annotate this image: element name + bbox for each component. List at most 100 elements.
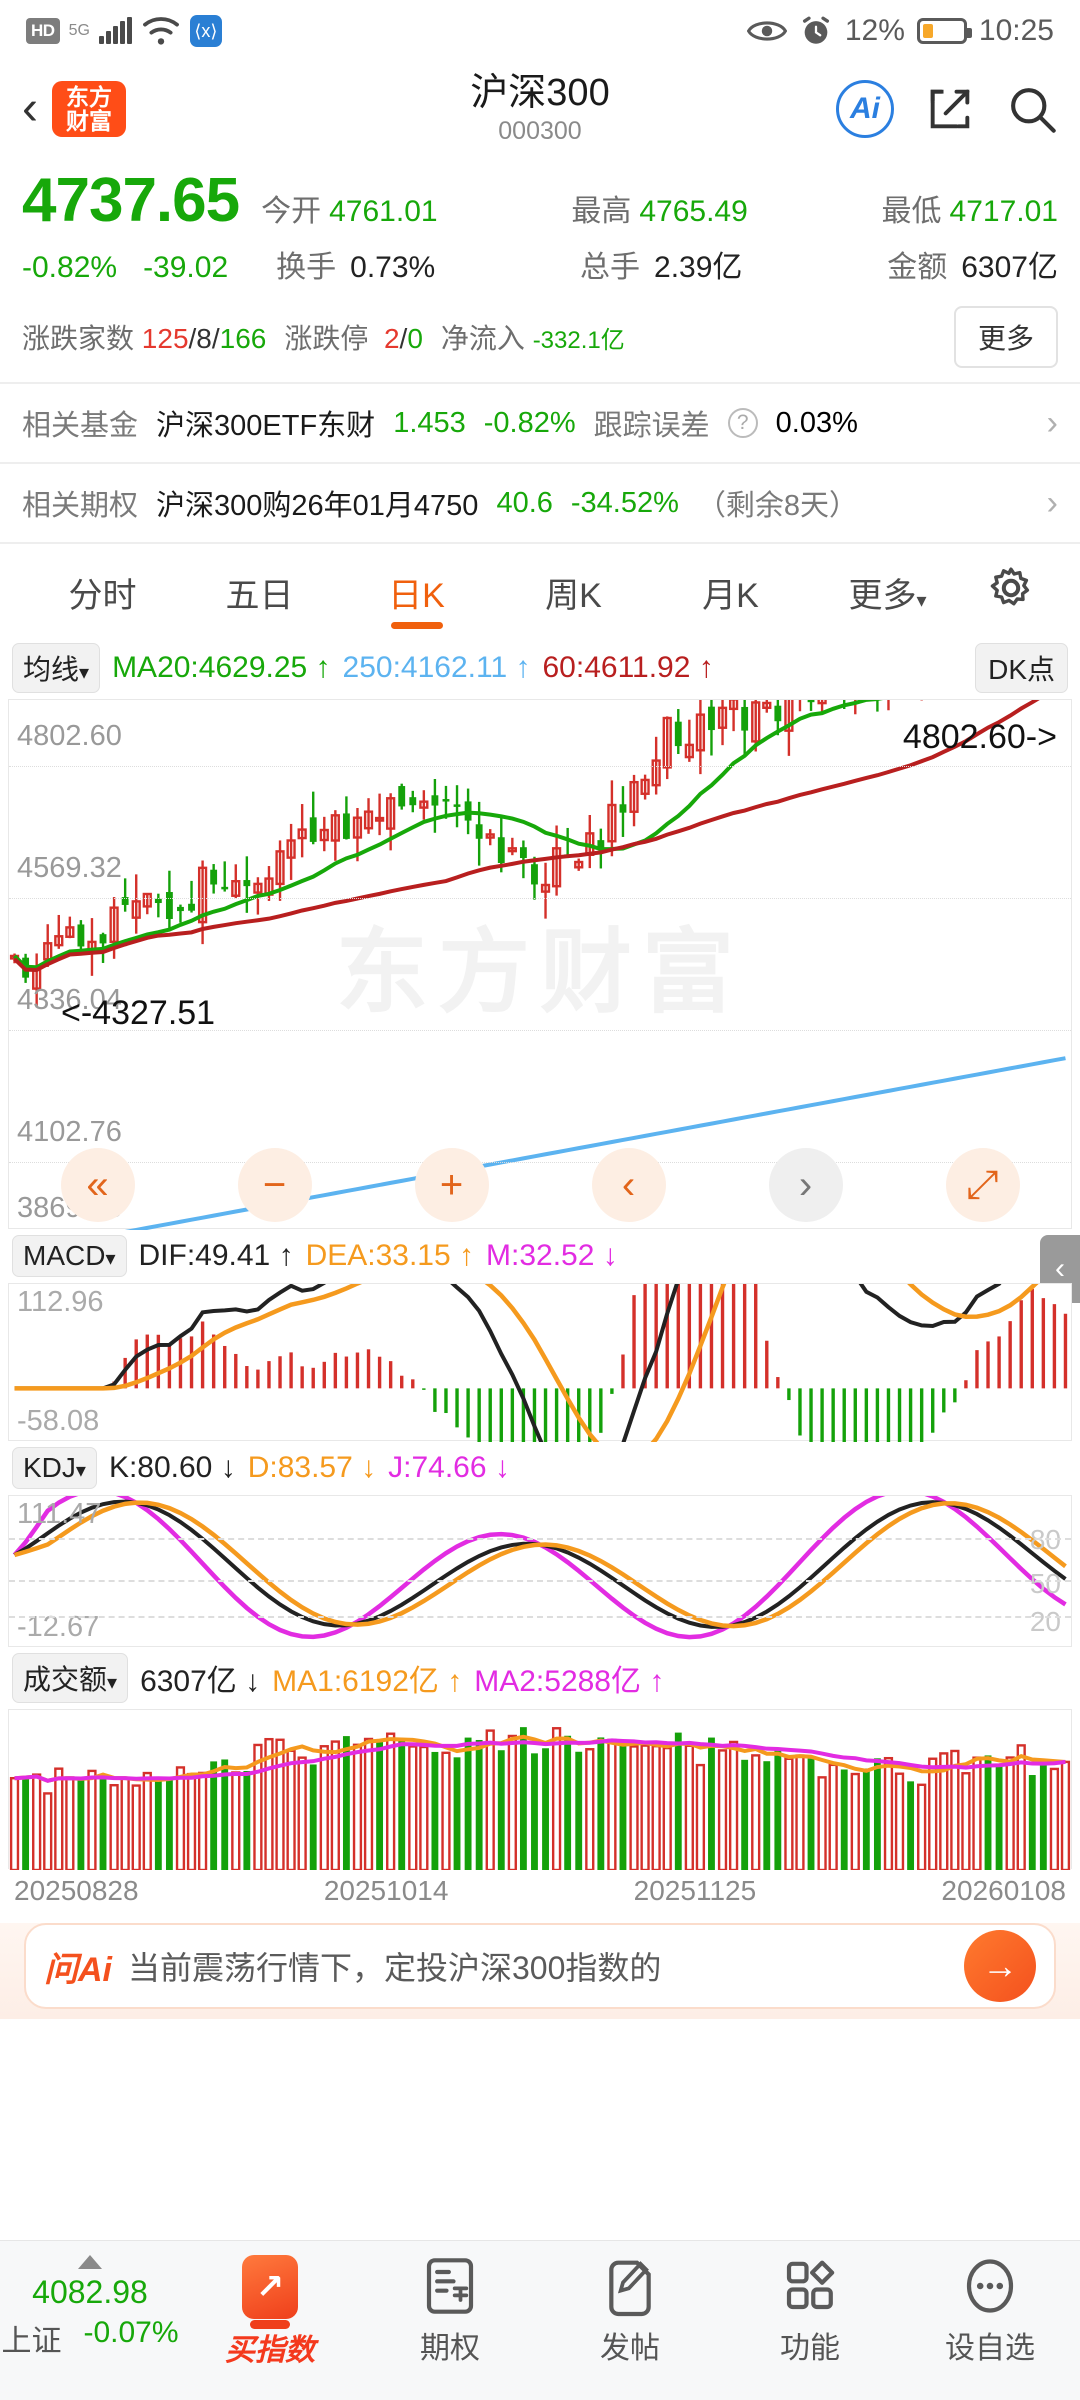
ma60-value: 60:4611.92 ↑ [542, 651, 714, 684]
related-option-row[interactable]: 相关期权 沪深300购26年01月4750 40.6 -34.52% （剩余8天… [0, 464, 1080, 542]
ma-selector[interactable]: 均线▾ [12, 643, 101, 693]
chevron-right-icon: › [1046, 403, 1058, 442]
ai-banner-logo: 问Ai [44, 1950, 112, 1989]
kdj-d-value: D:83.57 ↓ [247, 1451, 377, 1484]
breadth-flat: 8 [196, 323, 212, 354]
volume-plot [9, 1727, 1071, 1870]
divider [0, 382, 1080, 384]
gridline [9, 1162, 1071, 1163]
macd-chart[interactable]: 112.96 -58.08 [8, 1283, 1072, 1442]
dk-point-button[interactable]: DK点 [975, 643, 1068, 693]
more-dots-icon [966, 2259, 1014, 2313]
help-icon[interactable]: ? [727, 408, 758, 438]
main-price-chart[interactable]: 东方财富 4802.60 4569.32 4336.04 4102.76 386… [8, 699, 1072, 1230]
index-value: 4082.98 [32, 2274, 148, 2310]
tab-fenshi[interactable]: 分时 [68, 577, 137, 615]
kdj-refline [9, 1580, 1071, 1582]
receipt-icon [426, 2258, 474, 2314]
tab-monthly-k[interactable]: 月K [702, 577, 759, 615]
share-icon[interactable] [924, 83, 976, 135]
bottom-nav-options[interactable]: 期权 [360, 2255, 540, 2367]
y-axis-label-2: 4336.04 [17, 984, 122, 1016]
bottom-nav-watchlist-label: 设自选 [945, 2332, 1035, 2365]
index-name: 上证 [1, 2325, 62, 2359]
fullscreen-icon[interactable]: ⤢ [945, 1148, 1020, 1222]
tab-weekly-k[interactable]: 周K [545, 577, 602, 615]
arrow-right-icon[interactable]: → [964, 1930, 1036, 2002]
bottom-nav-watchlist[interactable]: 设自选 [900, 2255, 1080, 2367]
limit-label: 涨跌停 [284, 323, 369, 354]
macd-y-bottom: -58.08 [17, 1405, 100, 1437]
netflow-stat: 净流入 -332.1亿 [441, 317, 625, 357]
quote-row-primary: 4737.65 今开 4761.01 最高 4765.49 最低 4717.01 [22, 170, 1058, 232]
tab-more[interactable]: 更多▾ [809, 568, 966, 633]
quote-row-secondary: -0.82% -39.02 换手 0.73% 总手 2.39亿 金额 6307亿 [22, 242, 1058, 286]
related-fund-name: 沪深300ETF东财 [156, 410, 376, 442]
quote-field-high-label: 最高 [571, 195, 632, 228]
bottom-nav-options-label: 期权 [420, 2332, 480, 2365]
alarm-icon [802, 16, 829, 44]
date-tick-1: 20251014 [323, 1875, 449, 1906]
buy-index-icon: ↗ [242, 2255, 298, 2329]
macd-dea-value: DEA:33.15 ↑ [305, 1239, 475, 1272]
search-icon[interactable] [1006, 83, 1058, 135]
bottom-nav-buy-index-label: 买指数 [225, 2334, 315, 2367]
zoom-out-icon[interactable]: − [237, 1148, 312, 1222]
back-button[interactable]: ‹ [22, 82, 38, 135]
bottom-navigation: 4082.98 上证 -0.07% ↗ 买指数 期权 发帖 功能 [0, 2240, 1080, 2400]
ma20-value: MA20:4629.25 ↑ [112, 651, 331, 684]
ma-selector-label: 均线 [23, 654, 80, 685]
more-button[interactable]: 更多 [953, 306, 1058, 368]
ai-banner[interactable]: 问Ai 当前震荡行情下，定投沪深300指数的 → [24, 1923, 1056, 2009]
index-meta: 上证 -0.07% [1, 2316, 178, 2360]
bottom-nav-buy-index[interactable]: ↗ 买指数 [180, 2255, 360, 2369]
prev-icon[interactable]: ‹ [591, 1148, 666, 1222]
breadth-down: 166 [219, 323, 267, 354]
macd-dif-value: DIF:49.41 ↑ [138, 1239, 294, 1272]
bottom-nav-functions[interactable]: 功能 [720, 2255, 900, 2367]
quote-field-turnover: 换手 0.73% [276, 242, 435, 286]
chevron-down-icon: ▾ [75, 1460, 86, 1482]
battery-percent-label: 12% [844, 14, 905, 47]
chevron-down-icon: ▾ [916, 590, 927, 612]
tab-wuri[interactable]: 五日 [225, 577, 294, 615]
kdj-ref-50: 50 [1029, 1568, 1061, 1599]
related-fund-pct: -0.82% [483, 406, 576, 439]
kdj-selector[interactable]: KDJ▾ [12, 1447, 97, 1489]
triangle-up-icon [78, 2255, 102, 2269]
volume-chart[interactable] [8, 1709, 1072, 1870]
change-group: -0.82% -39.02 [22, 251, 254, 285]
volume-selector[interactable]: 成交额▾ [12, 1653, 129, 1703]
fast-back-icon[interactable]: « [60, 1148, 135, 1222]
tab-more-label: 更多 [848, 577, 917, 615]
date-tick-0: 20250828 [14, 1875, 139, 1906]
quote-field-low: 最低 4717.01 [882, 186, 1058, 230]
macd-selector-label: MACD [23, 1240, 106, 1271]
tab-daily-k[interactable]: 日K [338, 568, 495, 633]
zoom-in-icon[interactable]: + [414, 1148, 489, 1222]
signal-icon [98, 17, 132, 44]
related-fund-row[interactable]: 相关基金 沪深300ETF东财 1.453 -0.82% 跟踪误差 ? 0.03… [0, 384, 1080, 462]
quote-panel: 4737.65 今开 4761.01 最高 4765.49 最低 4717.01 -0… [0, 156, 1080, 290]
brand-logo-line2: 财富 [65, 108, 112, 134]
macd-indicator-bar: MACD▾ DIF:49.41 ↑ DEA:33.15 ↑ M:32.52 ↓ … [0, 1229, 1080, 1303]
kdj-selector-label: KDJ [23, 1452, 76, 1483]
limit-down: 0 [407, 323, 423, 354]
ai-icon[interactable]: Ai [836, 80, 894, 138]
quote-field-high: 最高 4765.49 [571, 186, 747, 230]
bottom-nav-index[interactable]: 4082.98 上证 -0.07% [0, 2255, 180, 2360]
next-icon[interactable]: › [768, 1148, 843, 1222]
eye-icon [746, 21, 787, 41]
macd-selector[interactable]: MACD▾ [12, 1235, 127, 1277]
volume-indicator-bar: 成交额▾ 6307亿 ↓ MA1:6192亿 ↑ MA2:5288亿 ↑ [0, 1647, 1080, 1709]
status-bar: HD 5G ⟨x⟩ 12% 10:25 [0, 0, 1080, 62]
kdj-refline [9, 1616, 1071, 1618]
quote-field-open-value: 4761.01 [329, 195, 438, 228]
bottom-nav-post[interactable]: 发帖 [540, 2255, 720, 2367]
brand-logo[interactable]: 东方 财富 [51, 81, 126, 137]
bottom-nav-functions-label: 功能 [780, 2332, 840, 2365]
chart-settings-button[interactable] [966, 564, 1056, 637]
netflow-label: 净流入 [440, 323, 525, 354]
related-option-pct: -34.52% [570, 486, 679, 519]
kdj-chart[interactable]: 111.47 -12.67 80 50 20 [8, 1495, 1072, 1647]
